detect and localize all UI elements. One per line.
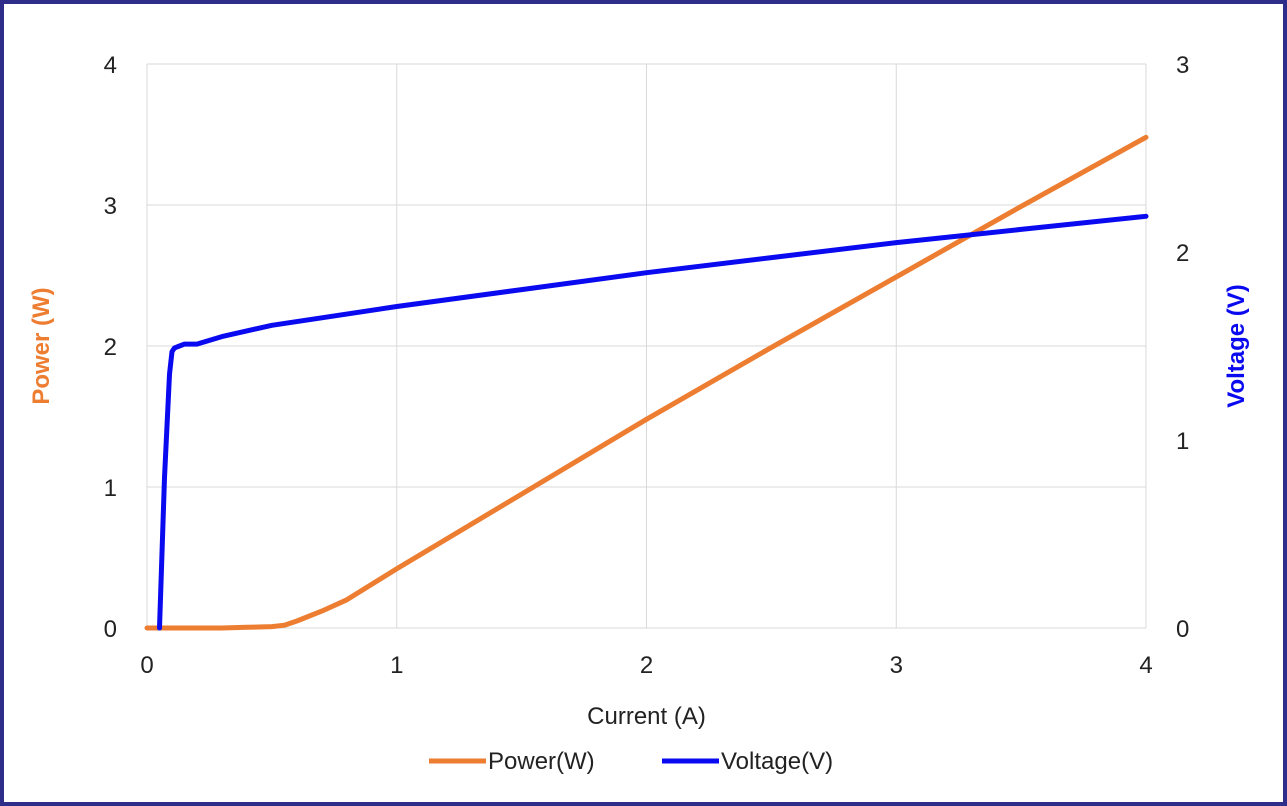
legend-label-voltage: Voltage(V)	[721, 748, 833, 775]
series-lines	[144, 134, 1149, 631]
right-y-tick-label: 2	[1176, 240, 1189, 267]
series-line-voltage	[157, 213, 1149, 631]
left-y-tick-label: 4	[104, 52, 117, 79]
series-line-power	[144, 134, 1149, 631]
right-y-tick-label: 1	[1176, 428, 1189, 455]
left-y-axis-title: Power (W)	[28, 287, 55, 404]
legend: Power(W) Voltage(V)	[429, 748, 833, 775]
x-tick-label: 0	[140, 652, 153, 679]
right-y-tick-label: 0	[1176, 616, 1189, 643]
right-y-axis-title: Voltage (V)	[1223, 284, 1250, 408]
right-y-tick-label: 3	[1176, 52, 1189, 79]
left-y-tick-label: 2	[104, 334, 117, 361]
x-axis-title: Current (A)	[587, 703, 706, 730]
x-tick-label: 3	[890, 652, 903, 679]
left-y-tick-label: 1	[104, 475, 117, 502]
gridlines	[146, 63, 1147, 629]
left-y-tick-label: 3	[104, 193, 117, 220]
x-tick-label: 2	[640, 652, 653, 679]
x-tick-label: 1	[390, 652, 403, 679]
left-y-tick-label: 0	[104, 616, 117, 643]
x-tick-label: 4	[1139, 652, 1152, 679]
legend-label-power: Power(W)	[488, 748, 595, 775]
